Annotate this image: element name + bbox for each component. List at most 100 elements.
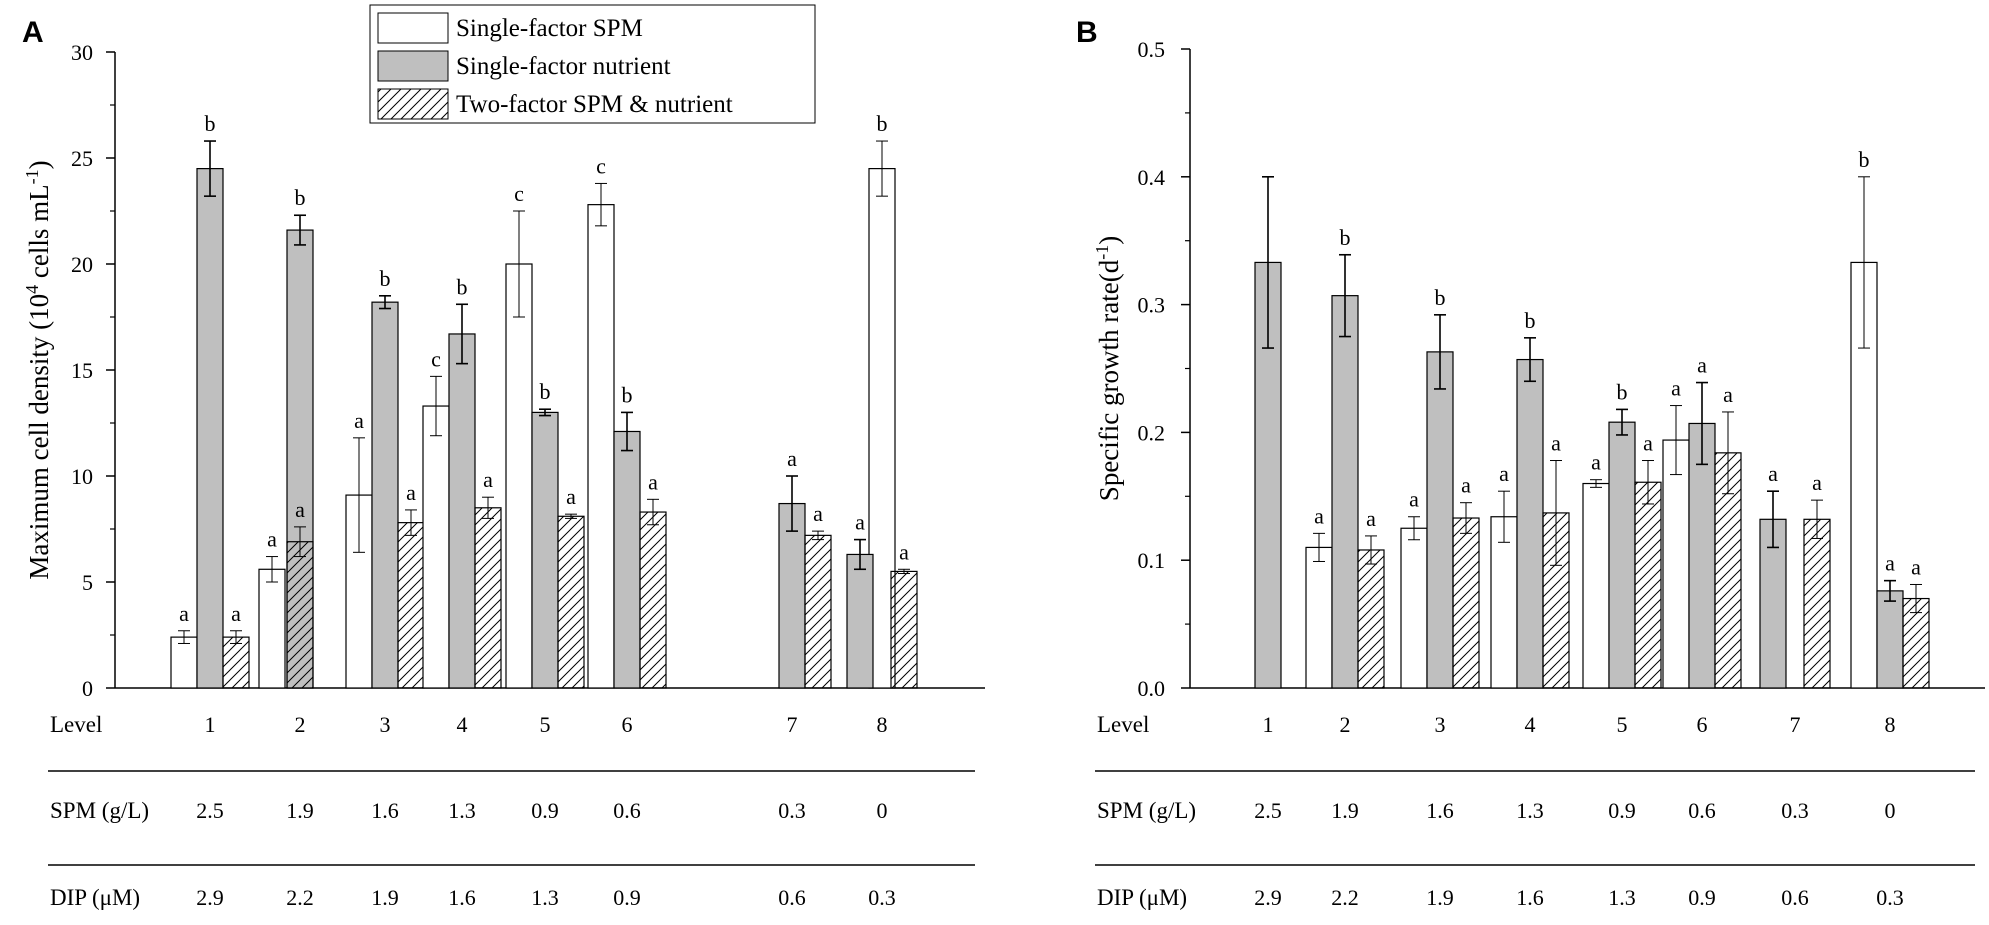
y-tick-label: 10 <box>71 464 93 489</box>
y-tick-label: 0 <box>82 676 93 701</box>
significance-letter: a <box>406 480 416 505</box>
significance-letter: a <box>354 408 364 433</box>
bar-white <box>505 263 533 689</box>
table-cell: 6 <box>622 712 633 737</box>
table-cell: 0.3 <box>868 885 896 910</box>
y-axis-label: Specific growth rate(d-1) <box>1092 236 1124 501</box>
significance-letter: a <box>483 467 493 492</box>
legend-swatch <box>377 88 449 120</box>
table-cell: 7 <box>1790 712 1801 737</box>
table-cell: 1.3 <box>531 885 559 910</box>
table-cell: 3 <box>1435 712 1446 737</box>
significance-letter: a <box>787 446 797 471</box>
table-cell: 1.3 <box>1608 885 1636 910</box>
significance-letter: a <box>813 501 823 526</box>
panel-b: B Specific growth rate(d-1) 0.0 0.1 0.2 0.3 0.… <box>1076 16 1985 910</box>
bar-gray <box>196 168 224 689</box>
significance-letter: b <box>205 111 216 136</box>
bar-gray <box>371 301 399 689</box>
table-cell: 0.3 <box>778 798 806 823</box>
significance-letter: b <box>540 379 551 404</box>
significance-letter: a <box>1461 473 1471 498</box>
significance-letter: b <box>1340 225 1351 250</box>
significance-letter: b <box>380 266 391 291</box>
table-cell: 7 <box>787 712 798 737</box>
table-cell: 0.6 <box>1688 798 1716 823</box>
panel-letter: A <box>22 16 44 49</box>
significance-letter: a <box>1885 551 1895 576</box>
table-row-label: Level <box>1097 712 1149 737</box>
significance-letter: b <box>295 185 306 210</box>
bar-gray <box>1688 422 1716 689</box>
significance-letter: a <box>1409 487 1419 512</box>
table-cell: 0.3 <box>1781 798 1809 823</box>
significance-letter: a <box>1812 470 1822 495</box>
legend-label: Single-factor nutrient <box>456 53 671 80</box>
table-cell: 4 <box>1525 712 1536 737</box>
table-cell: 0.6 <box>778 885 806 910</box>
bar-hatch <box>1803 518 1831 689</box>
legend-swatch <box>377 50 449 82</box>
significance-letter: b <box>622 382 633 407</box>
bar-hatch <box>639 511 667 689</box>
significance-letter: a <box>648 469 658 494</box>
significance-letter: a <box>1911 554 1921 579</box>
legend-label: Two-factor SPM & nutrient <box>456 91 733 118</box>
table-row-label: DIP (μM) <box>50 885 140 910</box>
table-cell: 0.9 <box>1688 885 1716 910</box>
legend-label: Single-factor SPM <box>456 15 643 42</box>
significance-letter: b <box>1617 379 1628 404</box>
bar-white <box>170 636 198 689</box>
table-cell: 1.9 <box>1331 798 1359 823</box>
table-cell: 8 <box>877 712 888 737</box>
significance-letter: a <box>1697 353 1707 378</box>
bar-hatch <box>1452 517 1480 689</box>
table-row-label: SPM (g/L) <box>1097 798 1196 823</box>
bar-white <box>587 204 615 689</box>
significance-letter: a <box>267 527 277 552</box>
bar-hatch <box>222 636 250 689</box>
bar-white <box>422 405 450 689</box>
significance-letter: c <box>596 153 606 178</box>
table-cell: 2.2 <box>286 885 314 910</box>
y-tick-label: 5 <box>82 570 93 595</box>
y-tick-label: 0.3 <box>1138 293 1166 318</box>
bar-hatch <box>890 570 918 689</box>
significance-letter: a <box>1499 461 1509 486</box>
y-tick-label: 0.1 <box>1138 548 1166 573</box>
significance-letter: a <box>1591 450 1601 475</box>
y-tick-label: 0.5 <box>1138 37 1166 62</box>
table-cell: 0 <box>877 798 888 823</box>
significance-letter: b <box>1435 285 1446 310</box>
table-cell: 2.5 <box>196 798 224 823</box>
significance-letter: a <box>1314 503 1324 528</box>
table-cell: 0 <box>1885 798 1896 823</box>
significance-letter: b <box>1525 308 1536 333</box>
bar-gray <box>1331 295 1359 689</box>
significance-letter: c <box>431 346 441 371</box>
significance-letter: a <box>1366 506 1376 531</box>
y-axis-label: Maximum cell density (104 cells mL-1) <box>22 160 54 579</box>
bar-hatch <box>474 507 502 689</box>
table-cell: 2.9 <box>196 885 224 910</box>
bar-gray <box>448 333 476 689</box>
significance-letter: a <box>1768 461 1778 486</box>
y-tick-label: 0.4 <box>1138 165 1166 190</box>
panel-a: A Maximum cell density (104 cells mL-1) 0 5… <box>22 4 985 910</box>
table-cell: 1.9 <box>371 885 399 910</box>
bar-gray <box>846 553 874 689</box>
significance-letter: a <box>295 497 305 522</box>
table-cell: 1.6 <box>1516 885 1544 910</box>
bar-hatch <box>286 541 314 689</box>
bar-hatch <box>804 534 832 689</box>
bar-white <box>1400 527 1428 689</box>
bar-white <box>1305 546 1333 689</box>
table-cell: 3 <box>380 712 391 737</box>
legend-swatch <box>377 12 449 44</box>
significance-letter: a <box>1723 382 1733 407</box>
table-row-label: DIP (μM) <box>1097 885 1187 910</box>
significance-letter: a <box>566 484 576 509</box>
significance-letter: a <box>1671 376 1681 401</box>
significance-letter: a <box>899 539 909 564</box>
